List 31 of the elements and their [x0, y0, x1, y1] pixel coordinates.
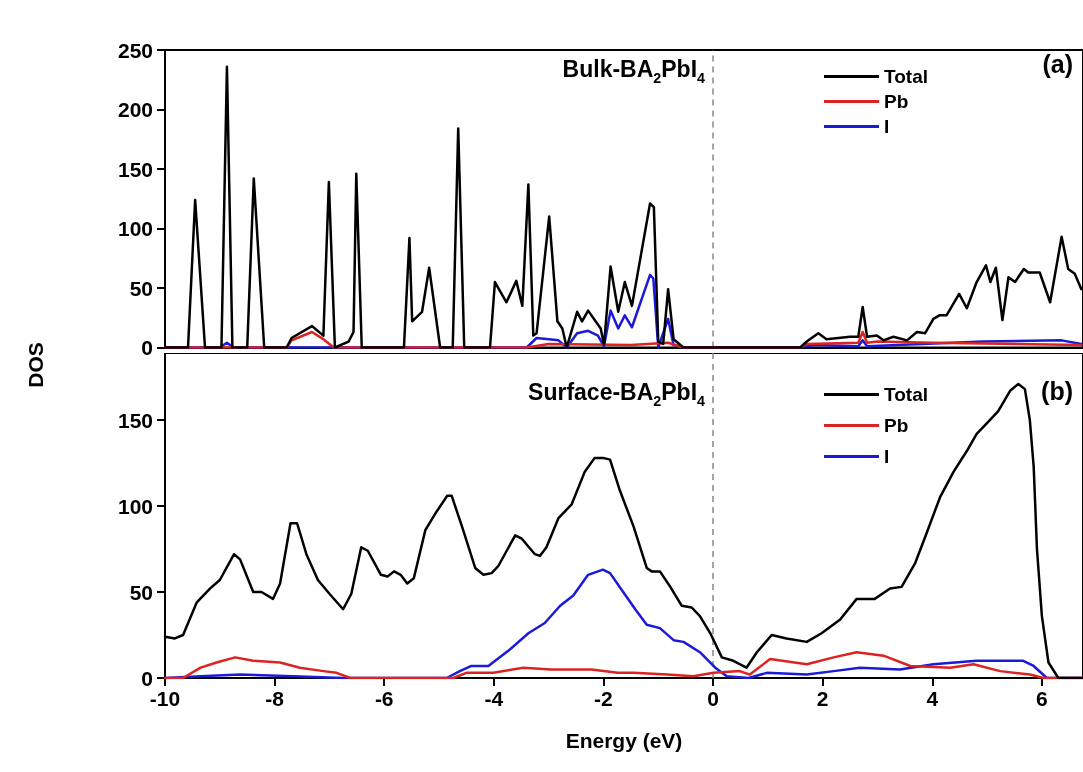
legend-label: Pb — [884, 91, 909, 112]
y-tick-label: 150 — [117, 157, 153, 181]
x-axis-title: Energy (eV) — [565, 729, 683, 752]
x-tick-label: 6 — [1036, 687, 1048, 710]
y-tick-label: 200 — [117, 98, 153, 121]
legend-label: Total — [884, 384, 929, 405]
x-tick-label: -6 — [374, 687, 394, 710]
legend-label: I — [884, 446, 890, 467]
x-tick-label: 0 — [707, 687, 719, 710]
y-tick-label: 250 — [117, 38, 153, 62]
x-tick-label: 4 — [926, 687, 939, 710]
y-tick-label: 0 — [141, 336, 153, 359]
x-tick-label: 2 — [816, 687, 829, 710]
y-tick-label: 0 — [141, 666, 153, 690]
legend-label: Total — [884, 66, 929, 87]
annotation: (a) — [1042, 50, 1073, 79]
x-tick-label: -2 — [594, 687, 613, 710]
legend-label: I — [884, 116, 890, 137]
x-tick-label: -10 — [149, 687, 181, 710]
text: Surface-BA$_{2}$PbI$_{4}$ — [528, 379, 705, 409]
y-tick-label: 150 — [117, 408, 153, 432]
y-tick-label: 50 — [129, 276, 153, 300]
x-tick-label: -4 — [484, 687, 504, 710]
y-tick-label: 100 — [117, 217, 153, 240]
x-tick-label: -8 — [265, 687, 285, 710]
y-tick-label: 50 — [129, 580, 153, 604]
legend-label: Pb — [884, 415, 909, 436]
y-axis-title: DOS — [24, 342, 48, 388]
chart-title: Bulk-BA$_{2}$PbI$_{4}$ — [562, 56, 705, 86]
y-tick-label: 100 — [117, 494, 153, 518]
annotation: (b) — [1041, 377, 1073, 406]
